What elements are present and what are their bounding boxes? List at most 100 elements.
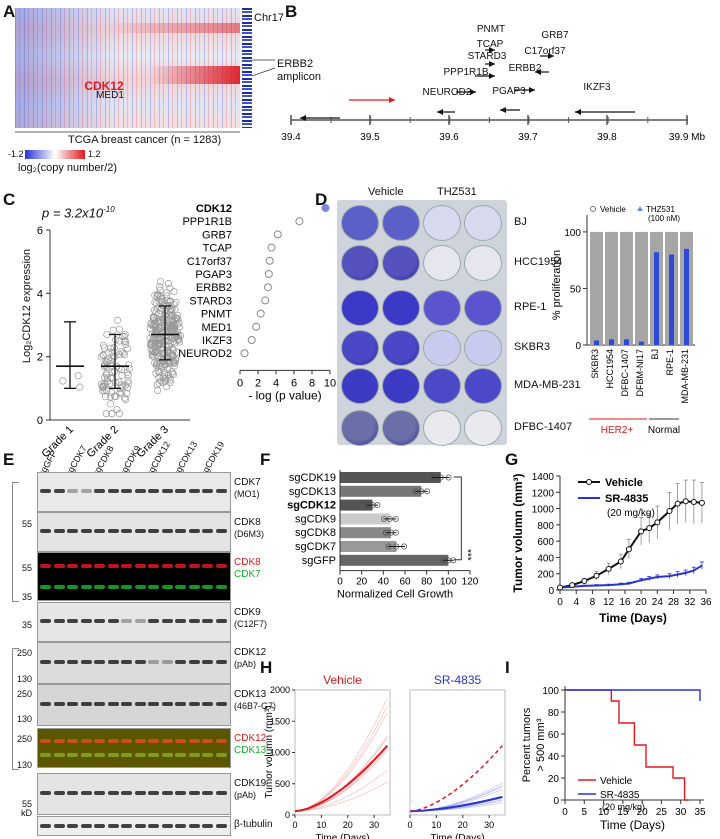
x-axis-title: Time (Days) [599, 611, 667, 625]
y-tick-label: 0 [553, 796, 559, 807]
blot-band [188, 660, 200, 664]
blot-band [188, 791, 200, 795]
sample-point [171, 305, 179, 313]
plate-well [423, 205, 461, 241]
blot-band [67, 702, 78, 706]
gene-label-pnmt: PNMT [477, 24, 505, 35]
blot-antibody-label: CDK9 [234, 607, 261, 618]
blot-clone-label: CDK13 [234, 745, 267, 756]
blot-antibody-label: CDK8 [234, 517, 261, 528]
blot-band [107, 619, 119, 624]
sample-point [108, 410, 116, 418]
gene-label-pgap3: PGAP3 [492, 86, 526, 97]
blot-band [94, 702, 105, 706]
blot-band [67, 824, 78, 829]
gene-name-label: MED1 [201, 322, 232, 334]
blot-band [188, 739, 200, 744]
mw-marker-label: 130 [16, 714, 32, 724]
blot-band [148, 529, 159, 534]
blot-band [175, 529, 186, 534]
sample-point [76, 383, 84, 391]
pvalue-point [273, 230, 282, 239]
blot-antibody-label: CDK7 [234, 477, 261, 488]
blot-band [40, 619, 51, 624]
blot-band [53, 563, 65, 568]
plate-well [464, 410, 502, 446]
panel-label-e: E [3, 450, 15, 469]
blot-band [94, 752, 105, 757]
blot-band [121, 791, 132, 795]
y-tick-label: 40 [548, 752, 560, 763]
y-axis-title: % proliferation [551, 250, 563, 320]
vehicle-bar [635, 231, 648, 345]
mw-marker-label: 35 [21, 620, 32, 630]
blot-antibody-label: CDK13 [234, 689, 267, 700]
axis-tick-label: 39.6 [439, 132, 459, 143]
blot-band [53, 702, 65, 706]
x-tick-label: 8 [309, 377, 315, 389]
vehicle-point [646, 525, 653, 532]
blot-band [107, 739, 119, 744]
blot-membrane [37, 728, 231, 768]
bar-category-label: sgCDK7 [295, 541, 336, 553]
sample-point [167, 352, 175, 360]
sample-point [115, 364, 123, 372]
sample-point [170, 288, 178, 296]
blot-bracket [12, 482, 19, 602]
gene-arrowhead [489, 61, 495, 67]
sample-point [154, 290, 162, 299]
axis-tick-label: 39.5 [360, 132, 380, 143]
blot-band [40, 752, 51, 757]
sample-point [109, 352, 117, 360]
sample-point [164, 374, 173, 383]
blot-band [175, 752, 186, 757]
thz-bar [624, 339, 629, 345]
sample-point [161, 361, 170, 369]
blot-band [215, 702, 227, 706]
sample-point [156, 286, 164, 294]
bar-category-label: RPE-1 [665, 349, 675, 376]
vehicle-bar [620, 231, 633, 345]
sample-point [170, 346, 178, 354]
axis-tick-label: 39.9 Mb [669, 132, 706, 143]
sample-point [175, 335, 183, 343]
sample-point [154, 349, 163, 357]
plate-well [464, 368, 502, 404]
blot-band [107, 529, 119, 534]
individual-tumor-line [294, 747, 388, 812]
color-scale-bar [25, 150, 85, 159]
thz-bar [609, 339, 614, 345]
blot-membrane [37, 816, 231, 836]
legend-vehicle-marker [586, 479, 592, 485]
sample-point [155, 379, 163, 387]
gene-arrowhead [548, 53, 554, 59]
gene-label-ikzf3: IKZF3 [583, 82, 611, 93]
y-tick-label: 0 [37, 415, 43, 427]
pvalue-text: p = 3.2x10-10 [42, 205, 115, 220]
blot-bracket [12, 648, 19, 770]
x-tick-label: 80 [421, 577, 433, 588]
sample-point [102, 369, 111, 378]
y-tick-label: 2000 [270, 685, 290, 695]
y-tick-label: 100 [542, 686, 559, 697]
plate-well [382, 368, 420, 404]
y-tick-label: 0 [285, 810, 290, 820]
axis-tick-label: 39.4 [281, 132, 301, 143]
x-tick-label: 32 [684, 597, 696, 608]
bar-category-label: MDA-MB-231 [680, 349, 690, 404]
vehicle-point [605, 565, 612, 572]
blot-band [53, 529, 65, 534]
y-axis-title: Tumor volumn (mm³) [264, 706, 275, 799]
sample-point [107, 344, 115, 352]
mean-growth-line [409, 795, 503, 813]
replicate-point [401, 543, 408, 550]
x-tick-label: 20 [636, 597, 648, 608]
blot-band [202, 563, 213, 568]
plate-well [382, 245, 420, 281]
y-tick-label: 0 [575, 341, 581, 352]
blot-band [175, 660, 186, 664]
vehicle-point [638, 528, 645, 535]
x-tick-label: 60 [399, 577, 411, 588]
vehicle-point [593, 572, 600, 579]
